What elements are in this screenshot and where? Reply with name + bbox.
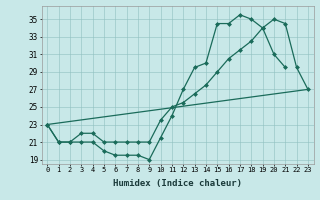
- X-axis label: Humidex (Indice chaleur): Humidex (Indice chaleur): [113, 179, 242, 188]
